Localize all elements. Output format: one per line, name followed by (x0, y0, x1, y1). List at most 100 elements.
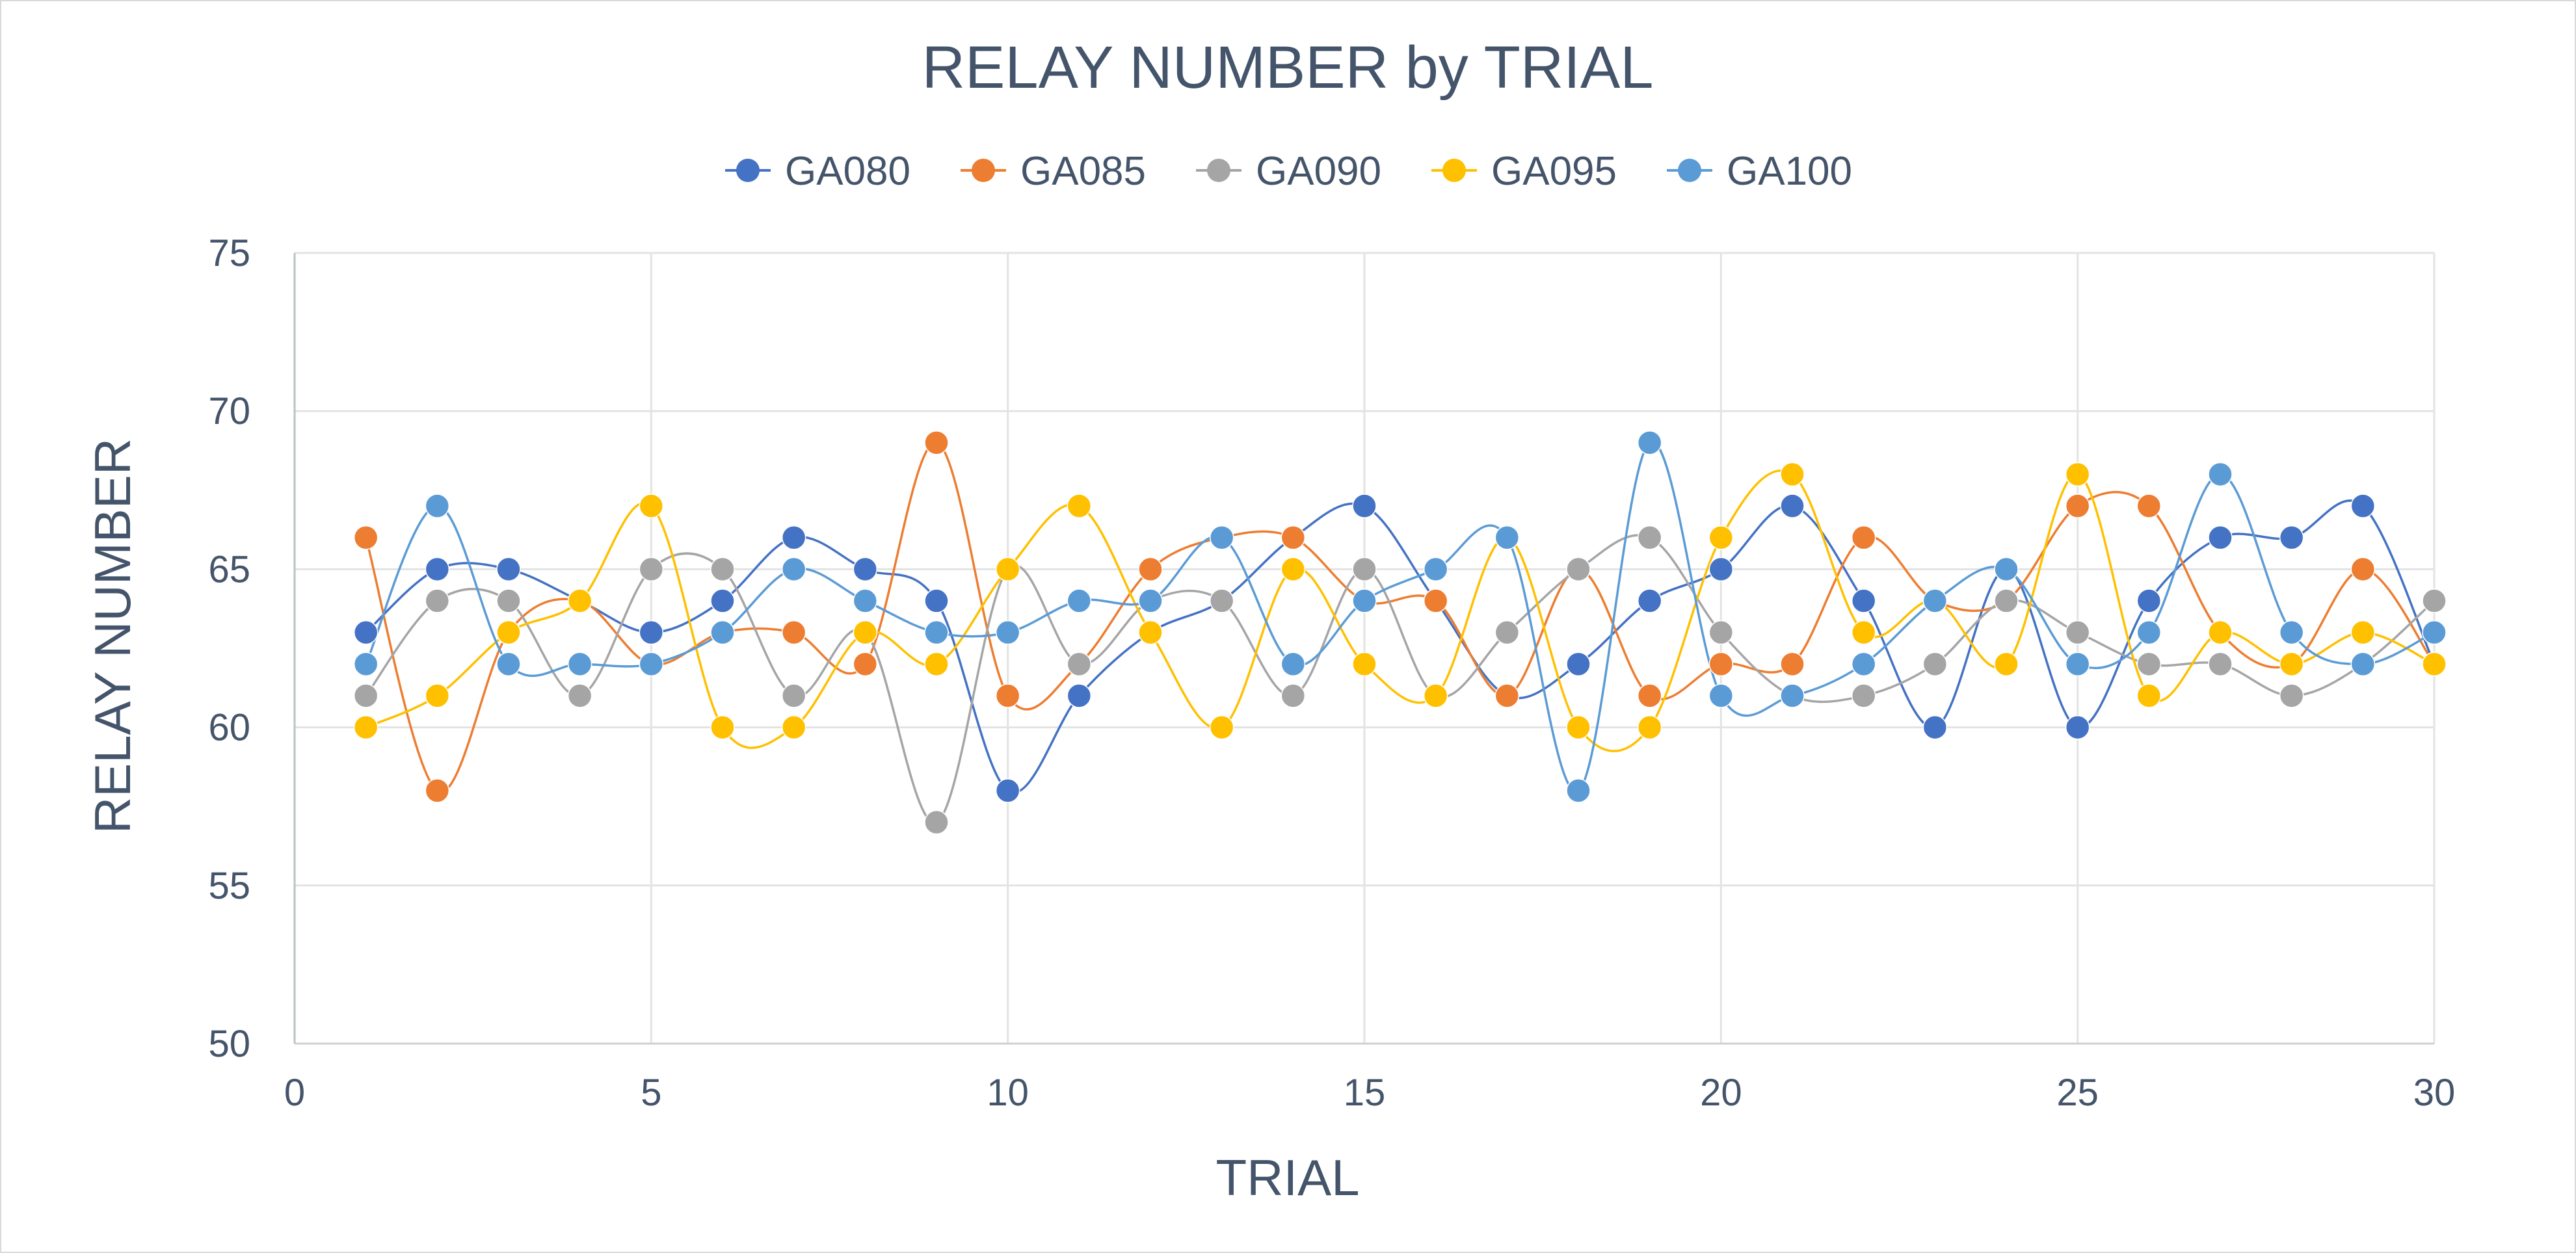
data-point-ga100[interactable] (425, 494, 450, 518)
data-point-ga090[interactable] (567, 683, 592, 708)
data-point-ga095[interactable] (924, 652, 949, 677)
data-point-ga090[interactable] (1708, 620, 1734, 645)
data-point-ga095[interactable] (1994, 652, 2019, 677)
data-point-ga100[interactable] (2422, 620, 2447, 645)
data-point-ga100[interactable] (1566, 778, 1591, 803)
data-point-ga080[interactable] (2065, 715, 2090, 740)
data-point-ga090[interactable] (1281, 683, 1306, 708)
data-point-ga100[interactable] (2065, 652, 2090, 677)
data-point-ga080[interactable] (710, 588, 735, 613)
data-point-ga080[interactable] (781, 525, 806, 550)
data-point-ga095[interactable] (353, 715, 378, 740)
data-point-ga080[interactable] (425, 557, 450, 582)
data-point-ga085[interactable] (2136, 494, 2162, 518)
data-point-ga100[interactable] (2208, 462, 2233, 487)
data-point-ga090[interactable] (1209, 588, 1234, 613)
data-point-ga095[interactable] (2065, 462, 2090, 487)
data-point-ga100[interactable] (1138, 588, 1163, 613)
data-point-ga090[interactable] (1067, 652, 1092, 677)
legend-item-ga095[interactable]: GA095 (1431, 149, 1617, 194)
data-point-ga085[interactable] (353, 525, 378, 550)
data-point-ga090[interactable] (1994, 588, 2019, 613)
data-point-ga090[interactable] (1922, 652, 1948, 677)
data-point-ga100[interactable] (1994, 557, 2019, 582)
data-point-ga095[interactable] (1780, 462, 1805, 487)
data-point-ga100[interactable] (1281, 652, 1306, 677)
data-point-ga080[interactable] (1067, 683, 1092, 708)
data-point-ga100[interactable] (1922, 588, 1948, 613)
data-point-ga085[interactable] (1708, 652, 1734, 677)
data-point-ga085[interactable] (1423, 588, 1448, 613)
data-point-ga100[interactable] (2279, 620, 2304, 645)
data-point-ga080[interactable] (1780, 494, 1805, 518)
data-point-ga100[interactable] (2350, 652, 2376, 677)
data-point-ga085[interactable] (781, 620, 806, 645)
data-point-ga095[interactable] (2350, 620, 2376, 645)
data-point-ga100[interactable] (1067, 588, 1092, 613)
data-point-ga095[interactable] (1067, 494, 1092, 518)
data-point-ga095[interactable] (425, 683, 450, 708)
data-point-ga085[interactable] (1780, 652, 1805, 677)
data-point-ga095[interactable] (781, 715, 806, 740)
data-point-ga100[interactable] (2136, 620, 2162, 645)
data-point-ga085[interactable] (2350, 557, 2376, 582)
data-point-ga080[interactable] (853, 557, 878, 582)
data-point-ga095[interactable] (710, 715, 735, 740)
data-point-ga100[interactable] (567, 652, 592, 677)
data-point-ga095[interactable] (1138, 620, 1163, 645)
data-point-ga090[interactable] (639, 557, 664, 582)
data-point-ga095[interactable] (567, 588, 592, 613)
data-point-ga090[interactable] (1637, 525, 1662, 550)
data-point-ga085[interactable] (924, 430, 949, 455)
data-point-ga100[interactable] (1352, 588, 1377, 613)
data-point-ga090[interactable] (1352, 557, 1377, 582)
data-point-ga090[interactable] (496, 588, 521, 613)
data-point-ga090[interactable] (1851, 683, 1876, 708)
data-point-ga095[interactable] (853, 620, 878, 645)
data-point-ga095[interactable] (2279, 652, 2304, 677)
data-point-ga100[interactable] (924, 620, 949, 645)
data-point-ga100[interactable] (1494, 525, 1520, 550)
data-point-ga100[interactable] (995, 620, 1020, 645)
data-point-ga080[interactable] (1851, 588, 1876, 613)
data-point-ga100[interactable] (1423, 557, 1448, 582)
data-point-ga080[interactable] (1708, 557, 1734, 582)
data-point-ga100[interactable] (1209, 525, 1234, 550)
data-point-ga080[interactable] (2136, 588, 2162, 613)
data-point-ga095[interactable] (1851, 620, 1876, 645)
data-point-ga095[interactable] (1566, 715, 1591, 740)
data-point-ga100[interactable] (1851, 652, 1876, 677)
data-point-ga095[interactable] (2422, 652, 2447, 677)
data-point-ga090[interactable] (2208, 652, 2233, 677)
data-point-ga100[interactable] (353, 652, 378, 677)
data-point-ga085[interactable] (1494, 683, 1520, 708)
data-point-ga090[interactable] (2422, 588, 2447, 613)
data-point-ga095[interactable] (995, 557, 1020, 582)
data-point-ga090[interactable] (2065, 620, 2090, 645)
data-point-ga100[interactable] (496, 652, 521, 677)
data-point-ga100[interactable] (1780, 683, 1805, 708)
data-point-ga090[interactable] (924, 810, 949, 835)
data-point-ga085[interactable] (2065, 494, 2090, 518)
data-point-ga080[interactable] (1637, 588, 1662, 613)
data-point-ga100[interactable] (781, 557, 806, 582)
data-point-ga100[interactable] (1637, 430, 1662, 455)
data-point-ga095[interactable] (496, 620, 521, 645)
data-point-ga080[interactable] (1352, 494, 1377, 518)
data-point-ga085[interactable] (1637, 683, 1662, 708)
data-point-ga080[interactable] (995, 778, 1020, 803)
data-point-ga080[interactable] (924, 588, 949, 613)
data-point-ga095[interactable] (1281, 557, 1306, 582)
legend-item-ga080[interactable]: GA080 (725, 149, 910, 194)
data-point-ga085[interactable] (1851, 525, 1876, 550)
data-point-ga085[interactable] (853, 652, 878, 677)
data-point-ga085[interactable] (995, 683, 1020, 708)
data-point-ga080[interactable] (2279, 525, 2304, 550)
data-point-ga090[interactable] (425, 588, 450, 613)
data-point-ga100[interactable] (853, 588, 878, 613)
data-point-ga080[interactable] (2350, 494, 2376, 518)
data-point-ga080[interactable] (2208, 525, 2233, 550)
data-point-ga080[interactable] (1566, 652, 1591, 677)
data-point-ga090[interactable] (353, 683, 378, 708)
data-point-ga085[interactable] (425, 778, 450, 803)
